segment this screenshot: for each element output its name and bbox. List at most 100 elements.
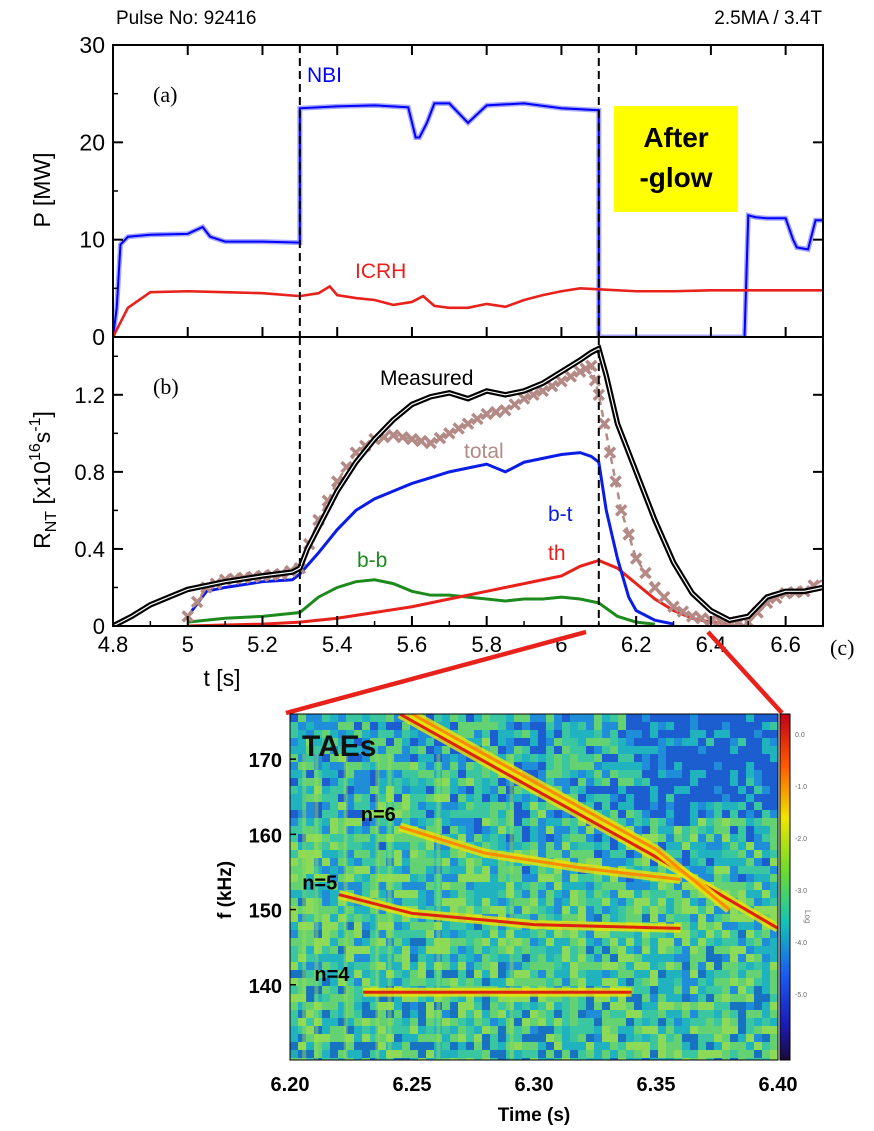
spectrogram-cell	[378, 978, 386, 986]
spectrogram-cell	[386, 778, 394, 786]
spectrogram-cell	[338, 722, 346, 730]
spectrogram-cell	[674, 906, 682, 914]
spectrogram-cell	[586, 890, 594, 898]
spectrogram-cell	[762, 786, 770, 794]
spectrogram-cell	[570, 954, 578, 962]
spectrogram-cell	[498, 954, 506, 962]
spectrogram-cell	[706, 922, 714, 930]
spectrogram-cell	[290, 1018, 298, 1026]
spectrogram-cell	[562, 786, 570, 794]
spectrogram-cell	[610, 786, 618, 794]
spectrogram-cell	[346, 1050, 354, 1058]
spectrogram-cell	[402, 874, 410, 882]
spectrogram-cell	[362, 802, 370, 810]
spectrogram-cell	[746, 714, 754, 722]
spectrogram-cell	[498, 906, 506, 914]
spectrogram-cell	[770, 730, 778, 738]
spectrogram-cell	[418, 842, 426, 850]
spectrogram-cell	[474, 810, 482, 818]
total-marker	[685, 610, 699, 623]
spectrogram-cell	[586, 1002, 594, 1010]
spectrogram-cell	[370, 866, 378, 874]
spectrogram-cell	[738, 986, 746, 994]
spectrogram-cell	[338, 1034, 346, 1042]
spectrogram-cell	[498, 930, 506, 938]
spectrogram-cell	[442, 770, 450, 778]
spectrogram-cell	[506, 898, 514, 906]
nbi-series-label: NBI	[307, 64, 342, 87]
spectrogram-cell	[698, 770, 706, 778]
spectrogram-cell	[634, 818, 642, 826]
spectrogram-cell	[650, 722, 658, 730]
spectrogram-cell	[746, 722, 754, 730]
spectrogram-cell	[450, 770, 458, 778]
zoom-connector	[285, 629, 784, 716]
spectrogram-frame	[289, 713, 779, 1061]
spectrogram-cell	[618, 1058, 626, 1060]
spectrogram-cell	[362, 770, 370, 778]
spectrogram-cell	[370, 738, 378, 746]
spectrogram-cell	[626, 946, 634, 954]
spectrogram-cell	[338, 922, 346, 930]
spectrogram-cell	[666, 986, 674, 994]
spectrogram-cell	[650, 994, 658, 1002]
spectrogram-cell	[738, 762, 746, 770]
spectrogram-cell	[650, 802, 658, 810]
spectrogram-cell	[418, 850, 426, 858]
spectrogram-cell	[730, 938, 738, 946]
spectrogram-cell	[290, 1034, 298, 1042]
spectrogram-cell	[474, 954, 482, 962]
spectrogram-cell	[690, 1042, 698, 1050]
spectrogram-cell	[394, 802, 402, 810]
spectrogram-cell	[546, 946, 554, 954]
total-marker	[657, 590, 671, 604]
spectrogram-cell	[394, 1010, 402, 1018]
spectrogram-cell	[506, 834, 514, 842]
spectrogram-cell	[306, 786, 314, 794]
spectrogram-cell	[426, 938, 434, 946]
spectrogram-cell	[322, 1010, 330, 1018]
spectrogram-cell	[314, 754, 322, 762]
spectrogram-cell	[474, 970, 482, 978]
spectrogram-cell	[770, 882, 778, 890]
spectrogram-cell	[650, 914, 658, 922]
spectrogram-cell	[706, 954, 714, 962]
spectrogram-cell	[522, 914, 530, 922]
spectrogram-cell	[394, 882, 402, 890]
spectrogram-cell	[770, 826, 778, 834]
spectrogram-cell	[706, 778, 714, 786]
spectrogram-cell	[338, 1042, 346, 1050]
spectrogram-cell	[298, 1018, 306, 1026]
spectrogram-cell	[466, 978, 474, 986]
spectrogram-cell	[386, 1010, 394, 1018]
spectrogram-cell	[354, 842, 362, 850]
spectrogram-cell	[730, 738, 738, 746]
spectrogram-cell	[746, 970, 754, 978]
total-marker	[614, 504, 628, 517]
total-marker	[480, 407, 493, 421]
spectrogram-cell	[546, 890, 554, 898]
spectrogram-cell	[610, 970, 618, 978]
spectrogram-cell	[554, 866, 562, 874]
spectrogram-cell	[386, 898, 394, 906]
spectrogram-cell	[338, 786, 346, 794]
spectrogram-cell	[370, 818, 378, 826]
spectrogram-cell	[298, 1042, 306, 1050]
spectrogram-cell	[522, 794, 530, 802]
spectrogram-cell	[642, 890, 650, 898]
spectrogram-cell	[506, 842, 514, 850]
spectrogram-cell	[474, 1026, 482, 1034]
spectrogram-cell	[450, 746, 458, 754]
spectrogram-cell	[338, 930, 346, 938]
spectrogram-cell	[602, 938, 610, 946]
spectrogram-cell	[746, 770, 754, 778]
spectrogram-cell	[658, 1010, 666, 1018]
spectrogram-cell	[618, 970, 626, 978]
spectrogram-cell	[338, 1050, 346, 1058]
spectrogram-cell	[298, 778, 306, 786]
spectrogram-cell	[706, 1058, 714, 1060]
spectrogram-cell	[506, 994, 514, 1002]
spectrogram-cell	[738, 970, 746, 978]
spectrogram-cell	[506, 722, 514, 730]
spectrogram-cell	[618, 994, 626, 1002]
